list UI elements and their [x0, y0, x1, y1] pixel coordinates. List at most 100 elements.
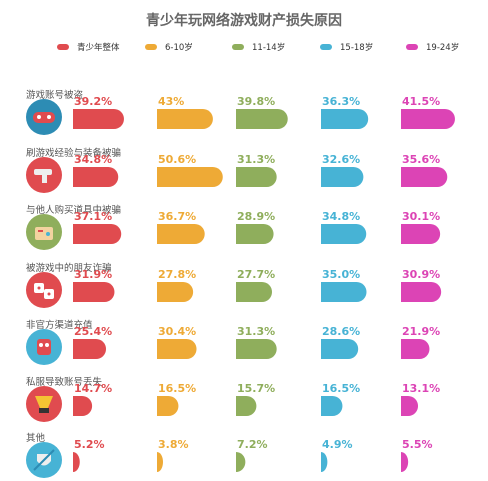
shape: [39, 408, 49, 413]
value-label: 15.7%: [237, 382, 275, 395]
bar: [321, 396, 343, 416]
bar: [73, 282, 115, 302]
value-label: 3.8%: [158, 438, 189, 451]
value-label: 34.8%: [74, 153, 112, 166]
value-label: 31.9%: [74, 268, 112, 281]
bar: [73, 339, 107, 359]
robot-icon: [26, 329, 62, 365]
value-label: 31.3%: [237, 153, 275, 166]
bar: [157, 339, 197, 359]
bar: [157, 396, 179, 416]
bar: [73, 396, 93, 416]
value-label: 5.5%: [402, 438, 433, 451]
bar: [401, 396, 419, 416]
value-label: 36.3%: [322, 95, 360, 108]
value-label: 30.9%: [402, 268, 440, 281]
value-label: 37.1%: [74, 210, 112, 223]
legend-item: 11-14岁: [232, 41, 285, 53]
value-label: 27.7%: [237, 268, 275, 281]
shape: [42, 174, 47, 183]
value-label: 35.0%: [322, 268, 360, 281]
bar: [321, 109, 369, 129]
bar: [236, 109, 288, 129]
shape: [46, 232, 50, 236]
value-label: 28.9%: [237, 210, 275, 223]
legend-label: 青少年整体: [77, 43, 120, 53]
shape: [38, 230, 43, 232]
bar: [236, 167, 277, 187]
category-label: 被游戏中的朋友诈骗: [26, 262, 112, 274]
category-label: 与他人购买道具中被骗: [26, 204, 121, 216]
legend-item: 6-10岁: [145, 41, 193, 53]
value-label: 14.7%: [74, 382, 112, 395]
legend-item: 19-24岁: [406, 41, 459, 53]
bar: [236, 339, 277, 359]
shape: [34, 169, 52, 175]
bar: [401, 224, 441, 244]
legend-swatch: [232, 44, 244, 50]
bar: [236, 224, 274, 244]
bar: [157, 109, 213, 129]
legend-swatch: [57, 44, 69, 50]
bar: [157, 167, 223, 187]
legend-label: 11-14岁: [252, 43, 286, 53]
gun-icon: [26, 157, 62, 193]
value-label: 4.9%: [322, 438, 353, 451]
bar: [73, 452, 80, 472]
bar: [321, 452, 328, 472]
value-label: 34.8%: [322, 210, 360, 223]
value-label: 31.3%: [237, 325, 275, 338]
gamepad-icon: [26, 99, 62, 135]
lamp-icon: [26, 386, 62, 422]
legend: 青少年整体 6-10岁 11-14岁 15-18岁 19-24岁: [0, 41, 488, 57]
bar: [157, 452, 163, 472]
category-label: 非官方渠道充值: [26, 319, 93, 331]
legend-swatch: [145, 44, 157, 50]
value-label: 13.1%: [402, 382, 440, 395]
shape: [47, 292, 51, 296]
legend-swatch: [406, 44, 418, 50]
value-label: 50.6%: [158, 153, 196, 166]
value-label: 32.6%: [322, 153, 360, 166]
shape: [35, 396, 53, 408]
dice-icon: [26, 272, 62, 308]
value-label: 36.7%: [158, 210, 196, 223]
bar: [236, 396, 257, 416]
dpad-icon: [26, 214, 62, 250]
bar: [236, 282, 273, 302]
value-label: 28.6%: [322, 325, 360, 338]
bar: [73, 167, 119, 187]
bar: [73, 224, 122, 244]
bar: [321, 339, 359, 359]
shape: [33, 112, 55, 123]
bar: [401, 109, 455, 129]
shape: [37, 339, 51, 355]
shape: [45, 343, 49, 347]
bar: [73, 109, 124, 129]
legend-label: 6-10岁: [165, 43, 193, 53]
legend-item: 15-18岁: [320, 41, 373, 53]
bar: [401, 282, 442, 302]
bar: [321, 282, 367, 302]
value-label: 21.9%: [402, 325, 440, 338]
legend-item: 青少年整体: [57, 41, 120, 53]
sword-shield-icon: [26, 442, 62, 478]
value-label: 41.5%: [402, 95, 440, 108]
value-label: 30.4%: [158, 325, 196, 338]
bar: [157, 282, 194, 302]
value-label: 39.2%: [74, 95, 112, 108]
value-label: 35.6%: [402, 153, 440, 166]
shape: [37, 115, 41, 119]
chart-title: 青少年玩网络游戏财产损失原因: [146, 13, 342, 29]
shape: [33, 449, 55, 471]
shape: [47, 115, 51, 119]
legend-swatch: [320, 44, 332, 50]
value-label: 30.1%: [402, 210, 440, 223]
value-label: 27.8%: [158, 268, 196, 281]
bar: [401, 452, 409, 472]
legend-label: 19-24岁: [426, 43, 460, 53]
category-label: 其他: [26, 432, 46, 444]
bar: [321, 167, 364, 187]
bar: [321, 224, 367, 244]
